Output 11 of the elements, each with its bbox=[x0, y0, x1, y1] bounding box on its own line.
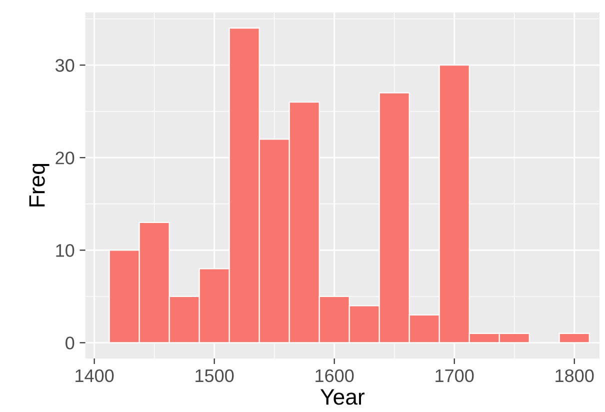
x-tick-label: 1800 bbox=[556, 369, 594, 382]
y-axis-title: Freq bbox=[29, 164, 50, 206]
x-axis-title: Year bbox=[320, 389, 365, 405]
x-tick-label: 1400 bbox=[76, 369, 114, 382]
y-tick-label: 0 bbox=[66, 336, 74, 350]
x-tick-label: 1600 bbox=[316, 369, 354, 382]
y-tick-label: 20 bbox=[56, 152, 74, 164]
x-tick-label: 1500 bbox=[196, 369, 234, 382]
y-tick-label: 10 bbox=[56, 244, 74, 257]
y-tick-label: 30 bbox=[55, 59, 74, 72]
x-tick-label: 1700 bbox=[436, 369, 474, 382]
